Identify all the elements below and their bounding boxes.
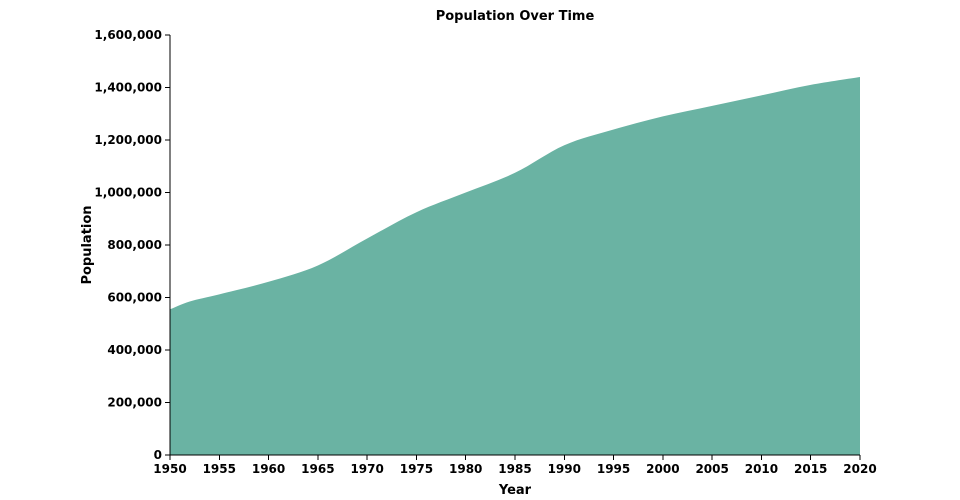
y-tick-label: 1,600,000 xyxy=(94,28,162,42)
x-tick-label: 2015 xyxy=(794,462,827,476)
area-layer xyxy=(170,77,860,455)
y-tick-label: 0 xyxy=(154,448,162,462)
x-tick-label: 2000 xyxy=(646,462,679,476)
area-series-0 xyxy=(170,77,860,455)
x-tick-label: 2020 xyxy=(843,462,876,476)
x-tick-label: 2010 xyxy=(745,462,778,476)
y-axis-ticks: 0 200,000 400,000 600,000 800,000 1,000,000 1,… xyxy=(94,28,170,462)
y-tick-label: 600,000 xyxy=(107,291,162,305)
y-tick-label: 800,000 xyxy=(107,238,162,252)
x-tick-label: 1970 xyxy=(350,462,383,476)
x-tick-label: 1965 xyxy=(301,462,334,476)
y-tick-label: 1,000,000 xyxy=(94,186,162,200)
x-axis-label: Year xyxy=(498,483,532,498)
x-tick-label: 2005 xyxy=(695,462,728,476)
x-tick-label: 1995 xyxy=(597,462,630,476)
x-tick-label: 1985 xyxy=(498,462,531,476)
y-tick-label: 400,000 xyxy=(107,343,162,357)
x-tick-label: 1960 xyxy=(252,462,285,476)
x-tick-label: 1980 xyxy=(449,462,482,476)
y-tick-label: 200,000 xyxy=(107,396,162,410)
chart-title: Population Over Time xyxy=(436,9,595,24)
x-tick-label: 1990 xyxy=(548,462,581,476)
x-axis-ticks: 1950 1955 1960 1965 1970 1975 1980 1985 1990 1995… xyxy=(153,455,877,476)
y-axis-label: Population xyxy=(80,205,95,284)
y-tick-label: 1,400,000 xyxy=(94,81,162,95)
x-tick-label: 1955 xyxy=(203,462,236,476)
x-tick-label: 1950 xyxy=(153,462,186,476)
x-tick-label: 1975 xyxy=(400,462,433,476)
y-tick-label: 1,200,000 xyxy=(94,133,162,147)
